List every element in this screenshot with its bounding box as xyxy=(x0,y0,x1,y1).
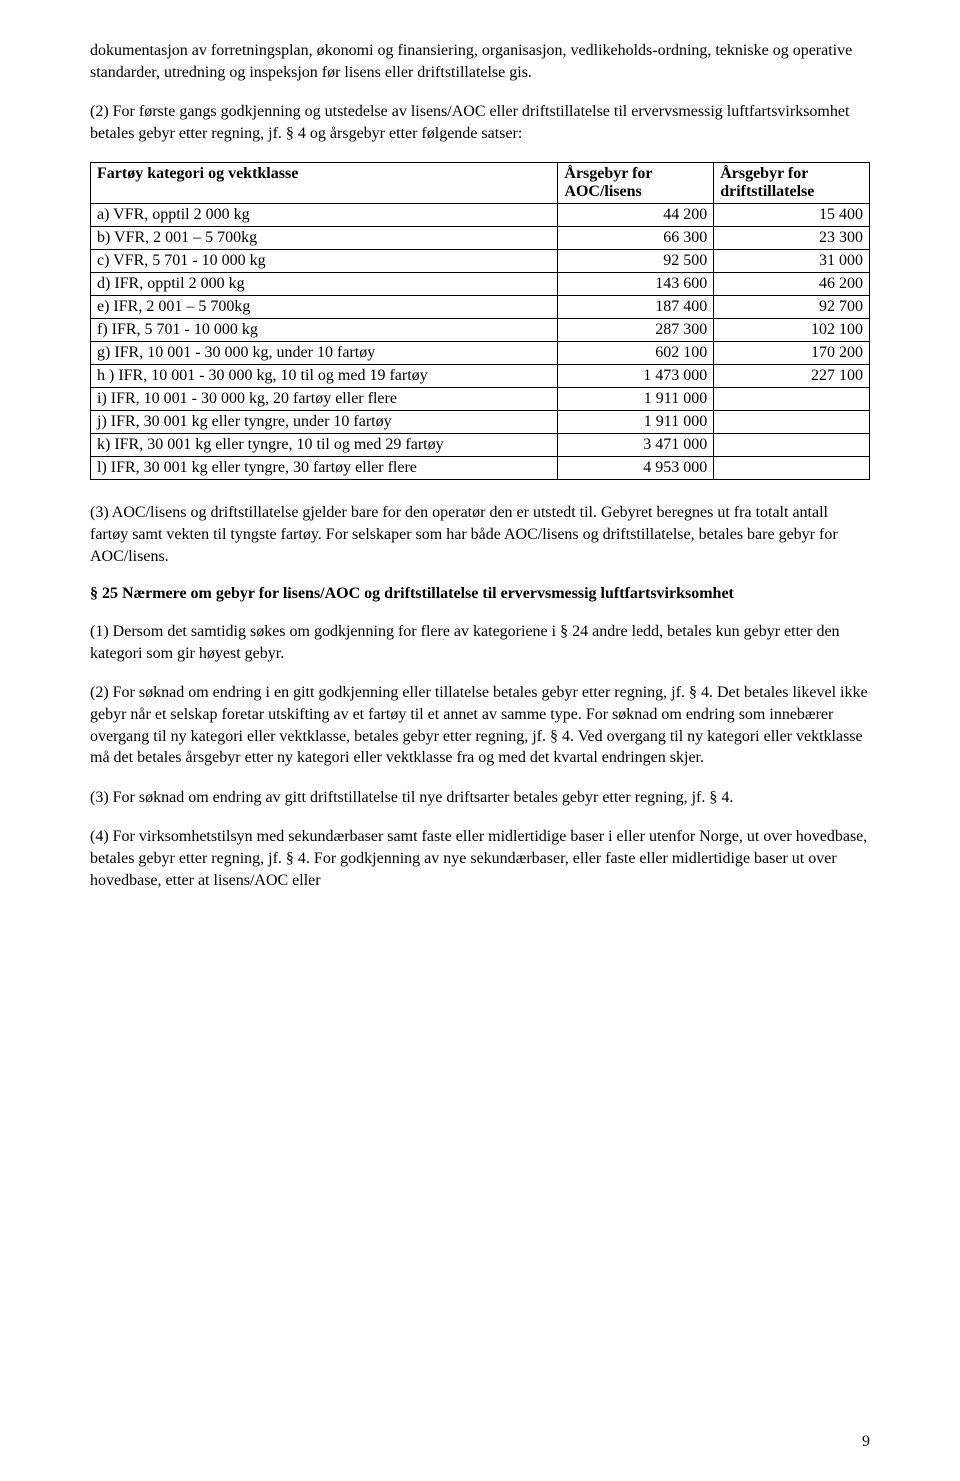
cell-value-2 xyxy=(714,388,870,411)
cell-value-1: 92 500 xyxy=(558,250,714,273)
table-row: i) IFR, 10 001 - 30 000 kg, 20 fartøy el… xyxy=(91,388,870,411)
cell-value-1: 1 473 000 xyxy=(558,365,714,388)
cell-value-2: 170 200 xyxy=(714,342,870,365)
cell-value-1: 3 471 000 xyxy=(558,434,714,457)
table-row: f) IFR, 5 701 - 10 000 kg 287 300 102 10… xyxy=(91,319,870,342)
header-category: Fartøy kategori og vektklasse xyxy=(91,163,558,204)
table-row: h ) IFR, 10 001 - 30 000 kg, 10 til og m… xyxy=(91,365,870,388)
fee-table: Fartøy kategori og vektklasse Årsgebyr f… xyxy=(90,162,870,480)
table-row: a) VFR, opptil 2 000 kg 44 200 15 400 xyxy=(91,204,870,227)
header-col1: Årsgebyr for AOC/lisens xyxy=(558,163,714,204)
cell-value-2: 15 400 xyxy=(714,204,870,227)
table-row: k) IFR, 30 001 kg eller tyngre, 10 til o… xyxy=(91,434,870,457)
cell-label: d) IFR, opptil 2 000 kg xyxy=(91,273,558,296)
cell-value-1: 1 911 000 xyxy=(558,388,714,411)
cell-label: g) IFR, 10 001 - 30 000 kg, under 10 far… xyxy=(91,342,558,365)
cell-label: h ) IFR, 10 001 - 30 000 kg, 10 til og m… xyxy=(91,365,558,388)
paragraph-2: (2) For første gangs godkjenning og utst… xyxy=(90,101,870,144)
table-row: d) IFR, opptil 2 000 kg 143 600 46 200 xyxy=(91,273,870,296)
table-body: a) VFR, opptil 2 000 kg 44 200 15 400 b)… xyxy=(91,204,870,480)
cell-label: l) IFR, 30 001 kg eller tyngre, 30 fartø… xyxy=(91,457,558,480)
paragraph-25-4: (4) For virksomhetstilsyn med sekundærba… xyxy=(90,826,870,891)
header-col1-line1: Årsgebyr for xyxy=(564,165,652,182)
header-col1-line2: AOC/lisens xyxy=(564,183,641,200)
header-col2: Årsgebyr for driftstillatelse xyxy=(714,163,870,204)
header-col2-line2: driftstillatelse xyxy=(720,183,814,200)
cell-label: e) IFR, 2 001 – 5 700kg xyxy=(91,296,558,319)
page-number: 9 xyxy=(862,1433,870,1451)
table-row: e) IFR, 2 001 – 5 700kg 187 400 92 700 xyxy=(91,296,870,319)
table-row: g) IFR, 10 001 - 30 000 kg, under 10 far… xyxy=(91,342,870,365)
cell-label: b) VFR, 2 001 – 5 700kg xyxy=(91,227,558,250)
table-row: b) VFR, 2 001 – 5 700kg 66 300 23 300 xyxy=(91,227,870,250)
cell-value-2: 23 300 xyxy=(714,227,870,250)
table-header-row: Fartøy kategori og vektklasse Årsgebyr f… xyxy=(91,163,870,204)
cell-value-1: 4 953 000 xyxy=(558,457,714,480)
cell-value-2: 227 100 xyxy=(714,365,870,388)
cell-value-1: 287 300 xyxy=(558,319,714,342)
section-25-title: § 25 Nærmere om gebyr for lisens/AOC og … xyxy=(90,585,870,603)
document-page: dokumentasjon av forretningsplan, økonom… xyxy=(0,0,960,1481)
cell-value-2: 102 100 xyxy=(714,319,870,342)
header-col2-line1: Årsgebyr for xyxy=(720,165,808,182)
table-row: j) IFR, 30 001 kg eller tyngre, under 10… xyxy=(91,411,870,434)
table-row: c) VFR, 5 701 - 10 000 kg 92 500 31 000 xyxy=(91,250,870,273)
cell-value-1: 66 300 xyxy=(558,227,714,250)
paragraph-intro: dokumentasjon av forretningsplan, økonom… xyxy=(90,40,870,83)
paragraph-3: (3) AOC/lisens og driftstillatelse gjeld… xyxy=(90,502,870,567)
cell-value-2 xyxy=(714,411,870,434)
cell-value-1: 187 400 xyxy=(558,296,714,319)
paragraph-25-2: (2) For søknad om endring i en gitt godk… xyxy=(90,682,870,768)
cell-value-1: 602 100 xyxy=(558,342,714,365)
cell-value-2: 46 200 xyxy=(714,273,870,296)
cell-label: i) IFR, 10 001 - 30 000 kg, 20 fartøy el… xyxy=(91,388,558,411)
cell-value-1: 143 600 xyxy=(558,273,714,296)
cell-label: f) IFR, 5 701 - 10 000 kg xyxy=(91,319,558,342)
cell-label: c) VFR, 5 701 - 10 000 kg xyxy=(91,250,558,273)
paragraph-25-1: (1) Dersom det samtidig søkes om godkjen… xyxy=(90,621,870,664)
cell-value-2 xyxy=(714,457,870,480)
cell-label: j) IFR, 30 001 kg eller tyngre, under 10… xyxy=(91,411,558,434)
cell-value-1: 1 911 000 xyxy=(558,411,714,434)
cell-value-1: 44 200 xyxy=(558,204,714,227)
cell-value-2: 31 000 xyxy=(714,250,870,273)
cell-value-2: 92 700 xyxy=(714,296,870,319)
cell-value-2 xyxy=(714,434,870,457)
paragraph-25-3: (3) For søknad om endring av gitt drifts… xyxy=(90,787,870,809)
table-row: l) IFR, 30 001 kg eller tyngre, 30 fartø… xyxy=(91,457,870,480)
cell-label: a) VFR, opptil 2 000 kg xyxy=(91,204,558,227)
cell-label: k) IFR, 30 001 kg eller tyngre, 10 til o… xyxy=(91,434,558,457)
